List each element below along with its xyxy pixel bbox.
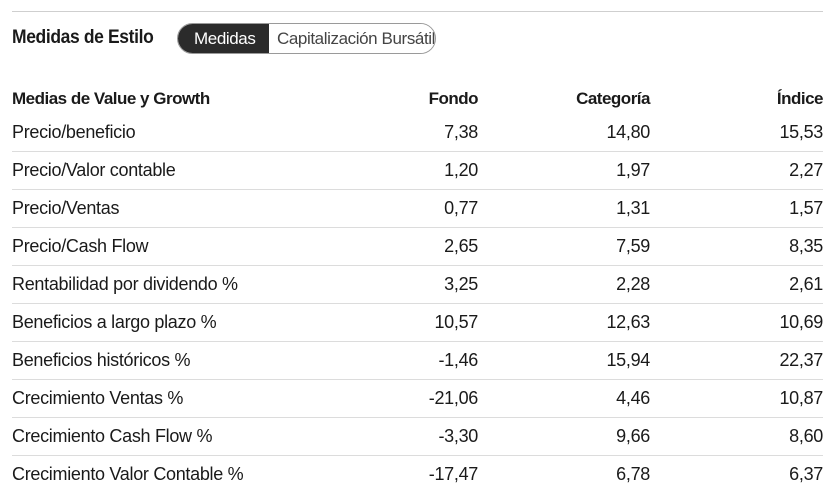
- header-indice: Índice: [776, 89, 824, 108]
- cell-categoria: 6,78: [616, 464, 650, 484]
- header-categoria: Categoría: [576, 89, 650, 108]
- header-fondo: Fondo: [428, 89, 479, 108]
- cell-fondo: 0,77: [312, 189, 478, 228]
- cell-indice: 2,27: [650, 151, 823, 190]
- cell-categoria: 9,66: [478, 417, 650, 456]
- cell-indice: 8,35: [650, 227, 823, 266]
- cell-fondo: -3,30: [312, 417, 478, 456]
- table-row: Crecimiento Valor Contable % -17,47 6,78…: [12, 456, 823, 494]
- cell-fondo: 10,57: [312, 303, 478, 342]
- row-label: Crecimiento Cash Flow %: [12, 417, 312, 456]
- cell-categoria: 4,46: [478, 379, 650, 418]
- cell-indice: 1,57: [650, 189, 823, 228]
- top-divider: [12, 11, 823, 12]
- row-label: Precio/beneficio: [12, 114, 312, 152]
- row-label: Precio/Ventas: [12, 189, 312, 228]
- table-row: Rentabilidad por dividendo % 3,25 2,28 2…: [12, 265, 823, 304]
- cell-categoria: 15,94: [478, 341, 650, 380]
- section-header: Medidas de Estilo Medidas Capitalización…: [12, 22, 436, 54]
- cell-fondo: 7,38: [312, 114, 478, 152]
- cell-fondo: 1,20: [312, 151, 478, 190]
- tab-medidas[interactable]: Medidas: [178, 23, 269, 53]
- cell-categoria: 7,59: [478, 227, 650, 266]
- table-row: Beneficios a largo plazo % 10,57 12,63 1…: [12, 303, 823, 342]
- cell-indice: 2,61: [650, 265, 823, 304]
- row-label: Precio/Cash Flow: [12, 227, 312, 266]
- cell-categoria: 1,31: [478, 189, 650, 228]
- row-label: Crecimiento Valor Contable %: [12, 464, 244, 484]
- cell-indice: 15,53: [650, 114, 823, 152]
- cell-indice: 6,37: [789, 464, 823, 484]
- cell-indice: 10,87: [650, 379, 823, 418]
- section-title: Medidas de Estilo: [12, 27, 154, 48]
- cell-fondo: -1,46: [312, 341, 478, 380]
- row-label: Precio/Valor contable: [12, 151, 312, 190]
- table-row: Precio/beneficio 7,38 14,80 15,53: [12, 114, 823, 152]
- cell-fondo: -17,47: [428, 464, 479, 484]
- table-row: Precio/Ventas 0,77 1,31 1,57: [12, 189, 823, 228]
- tab-capitalizacion-bursatil[interactable]: Capitalización Bursátil: [269, 23, 435, 53]
- table-row: Precio/Valor contable 1,20 1,97 2,27: [12, 151, 823, 190]
- measure-toggle: Medidas Capitalización Bursátil: [177, 22, 436, 54]
- table-row: Crecimiento Ventas % -21,06 4,46 10,87: [12, 379, 823, 418]
- row-label: Beneficios históricos %: [12, 341, 312, 380]
- row-label: Rentabilidad por dividendo %: [12, 265, 312, 304]
- row-label: Beneficios a largo plazo %: [12, 303, 312, 342]
- cell-categoria: 1,97: [478, 151, 650, 190]
- table-header-row: Medias de Value y Growth Fondo Categoría…: [12, 84, 824, 114]
- table-row: Beneficios históricos % -1,46 15,94 22,3…: [12, 341, 823, 380]
- header-label: Medias de Value y Growth: [12, 89, 210, 108]
- cell-indice: 8,60: [650, 417, 823, 456]
- cell-categoria: 2,28: [478, 265, 650, 304]
- cell-indice: 22,37: [650, 341, 823, 380]
- style-measures-table: Medias de Value y Growth Fondo Categoría…: [12, 84, 824, 494]
- table-row: Precio/Cash Flow 2,65 7,59 8,35: [12, 227, 823, 266]
- cell-fondo: 3,25: [312, 265, 478, 304]
- cell-fondo: 2,65: [312, 227, 478, 266]
- cell-categoria: 12,63: [478, 303, 650, 342]
- cell-fondo: -21,06: [312, 379, 478, 418]
- table-row: Crecimiento Cash Flow % -3,30 9,66 8,60: [12, 417, 823, 456]
- cell-indice: 10,69: [650, 303, 823, 342]
- row-label: Crecimiento Ventas %: [12, 379, 312, 418]
- cell-categoria: 14,80: [478, 114, 650, 152]
